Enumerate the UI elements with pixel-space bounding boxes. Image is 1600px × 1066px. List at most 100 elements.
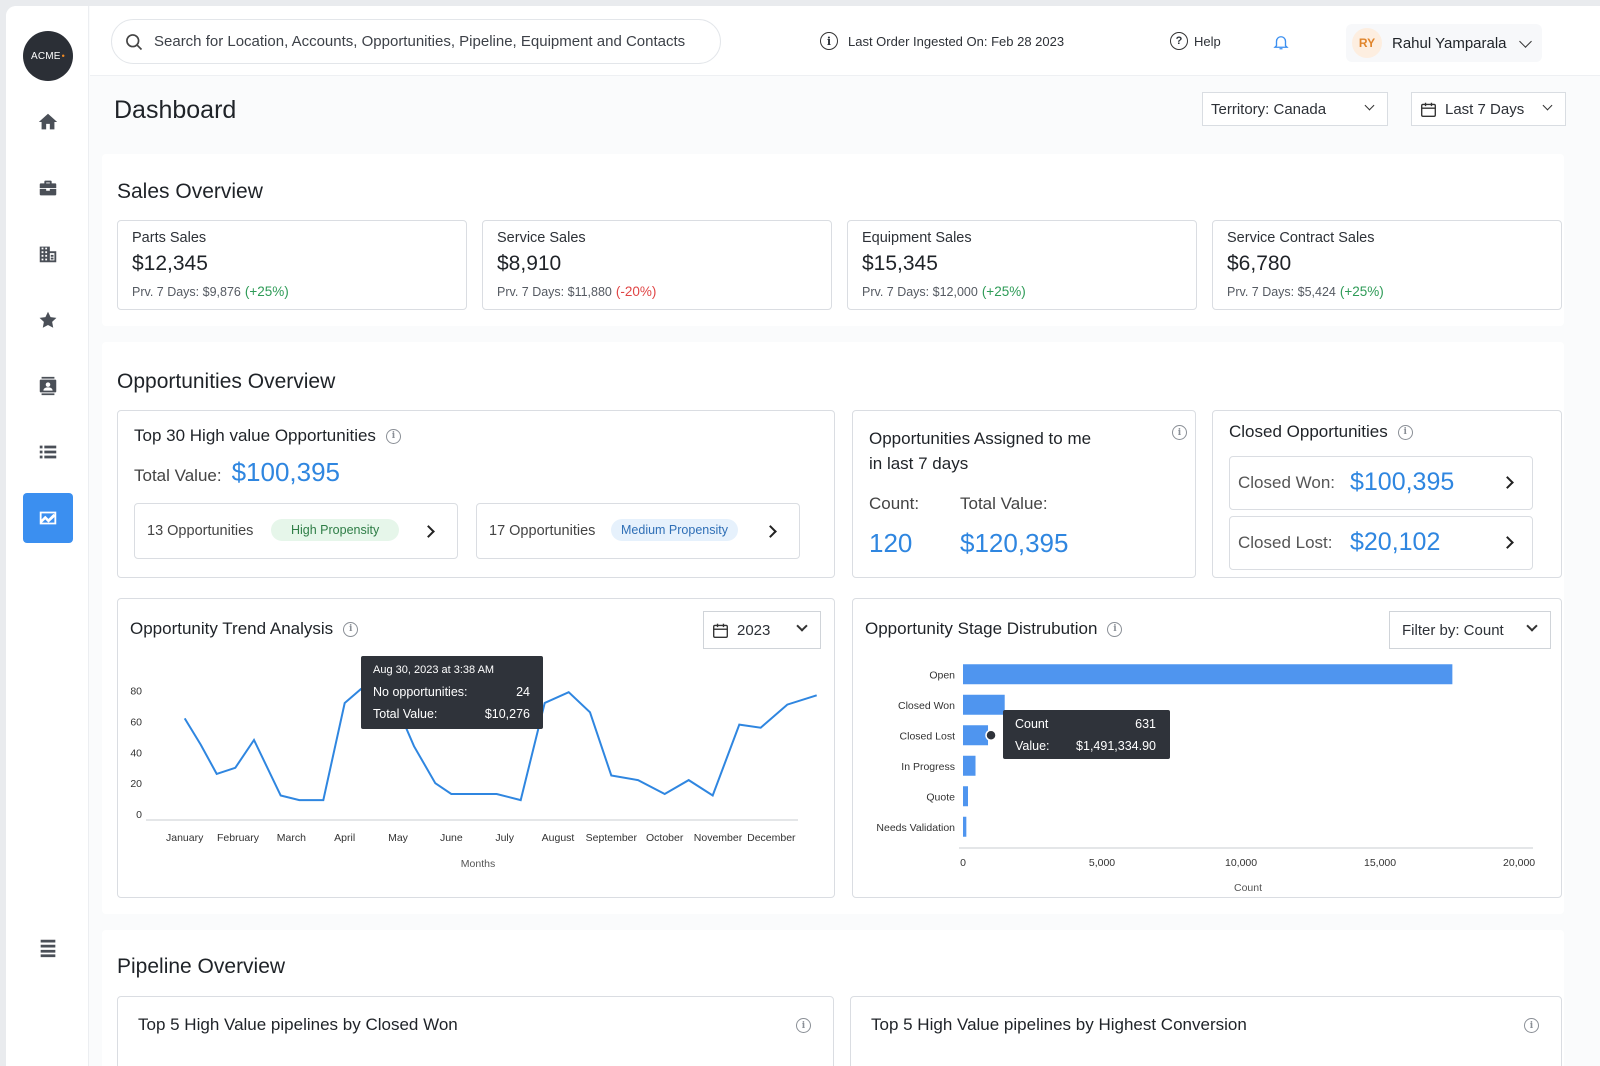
stat-previous: Prv. 7 Days: $5,424 (+25%) — [1227, 284, 1384, 299]
x-tick-label: December — [747, 832, 796, 844]
x-axis-title: Months — [461, 858, 495, 870]
x-axis-title: Count — [1234, 882, 1262, 894]
tooltip-row1-value: 631 — [1135, 717, 1156, 731]
filter-select[interactable]: Filter by: Count — [1389, 611, 1551, 649]
info-icon[interactable]: i — [343, 621, 359, 637]
notification-bell-icon[interactable] — [1266, 27, 1296, 57]
x-tick-label: July — [495, 832, 514, 844]
help-icon: ? — [1170, 32, 1188, 50]
pipeline-closed-won-card: Top 5 High Value pipelines by Closed Won… — [117, 996, 834, 1066]
list-icon[interactable] — [23, 427, 73, 477]
tooltip-row1-value: 24 — [516, 685, 530, 699]
stat-value: $12,345 — [132, 252, 208, 275]
search-input[interactable] — [154, 33, 714, 50]
total-label: Total Value: — [134, 466, 222, 485]
closed-won-item[interactable]: Closed Won: $100,395 — [1229, 456, 1533, 510]
x-tick-label: November — [694, 832, 743, 844]
y-tick-label: Quote — [926, 791, 955, 803]
star-icon[interactable] — [23, 295, 73, 345]
info-icon[interactable]: i — [1172, 425, 1187, 440]
closed-lost-item[interactable]: Closed Lost: $20,102 — [1229, 516, 1533, 570]
pipeline-card2-title: Top 5 High Value pipelines by Highest Co… — [871, 1015, 1247, 1034]
sales-overview-section: Sales Overview Parts Sales $12,345 Prv. … — [102, 154, 1564, 326]
search-icon — [126, 33, 143, 50]
high-propensity-item[interactable]: 13 Opportunities High Propensity — [134, 503, 458, 559]
chevron-down-icon — [1542, 100, 1553, 111]
closed-lost-label: Closed Lost: — [1238, 533, 1333, 552]
trend-title: Opportunity Trend Analysis — [130, 619, 334, 638]
stat-value: $6,780 — [1227, 252, 1292, 275]
x-tick-label: March — [277, 832, 306, 844]
x-tick-label: June — [440, 832, 463, 844]
top-bar: i Last Order Ingested On: Feb 28 2023 ? … — [90, 6, 1600, 76]
service-contract-sales-card[interactable]: Service Contract Sales $6,780 Prv. 7 Day… — [1212, 220, 1562, 310]
info-icon[interactable]: i — [1524, 1018, 1539, 1033]
stat-prev-text: Prv. 7 Days: $12,000 — [862, 285, 978, 299]
trend-series-line — [183, 687, 818, 802]
bar — [963, 816, 967, 837]
x-tick-label: October — [646, 832, 684, 844]
stat-value: $8,910 — [497, 252, 562, 275]
stat-label: Service Contract Sales — [1227, 230, 1375, 246]
sidebar: ACME • — [6, 6, 89, 1066]
count-value: 120 — [869, 528, 913, 558]
info-icon[interactable]: i — [1107, 621, 1123, 637]
tooltip-row1-label: No opportunities: — [373, 685, 468, 699]
closed-won-value: $100,395 — [1350, 468, 1455, 496]
x-tick-label: 5,000 — [1089, 857, 1115, 869]
stat-label: Parts Sales — [132, 230, 207, 246]
chevron-right-icon — [764, 525, 777, 538]
search-box[interactable] — [111, 19, 721, 64]
stage-tooltip: Count 631 Value: $1,491,334.90 — [1003, 710, 1170, 759]
stat-previous: Prv. 7 Days: $9,876 (+25%) — [132, 284, 289, 299]
total-value: $120,395 — [960, 528, 1069, 558]
bar — [963, 725, 989, 746]
help-label: Help — [1194, 33, 1221, 49]
total-value: $100,395 — [231, 457, 341, 487]
x-tick-label: May — [388, 832, 409, 844]
territory-select[interactable]: Territory: Canada — [1202, 92, 1388, 126]
tooltip-row2-value: $10,276 — [484, 707, 530, 721]
stat-value: $15,345 — [862, 252, 938, 275]
menu-icon[interactable] — [23, 923, 73, 973]
trend-line-chart: 0 20 40 60 80 January February March April May Jun… — [130, 686, 818, 870]
last-order-text: Last Order Ingested On: Feb 28 2023 — [848, 33, 1065, 49]
assigned-title-line2: in last 7 days — [869, 454, 969, 473]
year-select[interactable]: 2023 — [703, 611, 821, 649]
user-menu[interactable]: RY Rahul Yamparala — [1346, 24, 1542, 62]
contacts-icon[interactable] — [23, 361, 73, 411]
opportunities-overview-title: Opportunities Overview — [117, 370, 336, 393]
pipeline-conversion-card: Top 5 High Value pipelines by Highest Co… — [850, 996, 1562, 1066]
avatar: RY — [1352, 28, 1382, 58]
acme-logo[interactable]: ACME • — [23, 31, 73, 81]
info-icon[interactable]: i — [385, 428, 401, 444]
info-icon: i — [820, 32, 838, 50]
stat-label: Equipment Sales — [862, 230, 972, 246]
logo-text: ACME — [30, 50, 61, 62]
service-sales-card[interactable]: Service Sales $8,910 Prv. 7 Days: $11,88… — [482, 220, 832, 310]
stat-previous: Prv. 7 Days: $11,880 (-20%) — [497, 284, 656, 299]
info-icon[interactable]: i — [1397, 424, 1413, 440]
medium-propensity-badge: Medium Propensity — [611, 519, 738, 541]
chevron-right-icon — [1501, 476, 1514, 489]
assigned-opportunities-card[interactable]: Opportunities Assigned to me in last 7 d… — [852, 410, 1196, 578]
x-tick-label: 0 — [960, 857, 966, 869]
home-icon[interactable] — [23, 97, 73, 147]
info-icon[interactable]: i — [796, 1018, 811, 1033]
date-range-select[interactable]: Last 7 Days — [1411, 92, 1566, 126]
analytics-icon[interactable] — [23, 493, 73, 543]
help-button[interactable]: ? Help — [1170, 32, 1221, 50]
pipeline-card1-title: Top 5 High Value pipelines by Closed Won — [138, 1015, 458, 1034]
stat-previous: Prv. 7 Days: $12,000 (+25%) — [862, 284, 1026, 299]
building-icon[interactable] — [23, 229, 73, 279]
equipment-sales-card[interactable]: Equipment Sales $15,345 Prv. 7 Days: $12… — [847, 220, 1197, 310]
briefcase-icon[interactable] — [23, 163, 73, 213]
medium-propensity-item[interactable]: 17 Opportunities Medium Propensity — [476, 503, 800, 559]
parts-sales-card[interactable]: Parts Sales $12,345 Prv. 7 Days: $9,876(… — [117, 220, 467, 310]
assigned-title: Opportunities Assigned to me in last 7 d… — [869, 426, 1091, 476]
chevron-down-icon — [1518, 34, 1532, 48]
pipeline-overview-title: Pipeline Overview — [117, 955, 286, 978]
y-tick-label: 40 — [130, 747, 142, 759]
tooltip-date: Aug 30, 2023 at 3:38 AM — [373, 664, 495, 676]
high-count: 13 Opportunities — [147, 523, 254, 539]
